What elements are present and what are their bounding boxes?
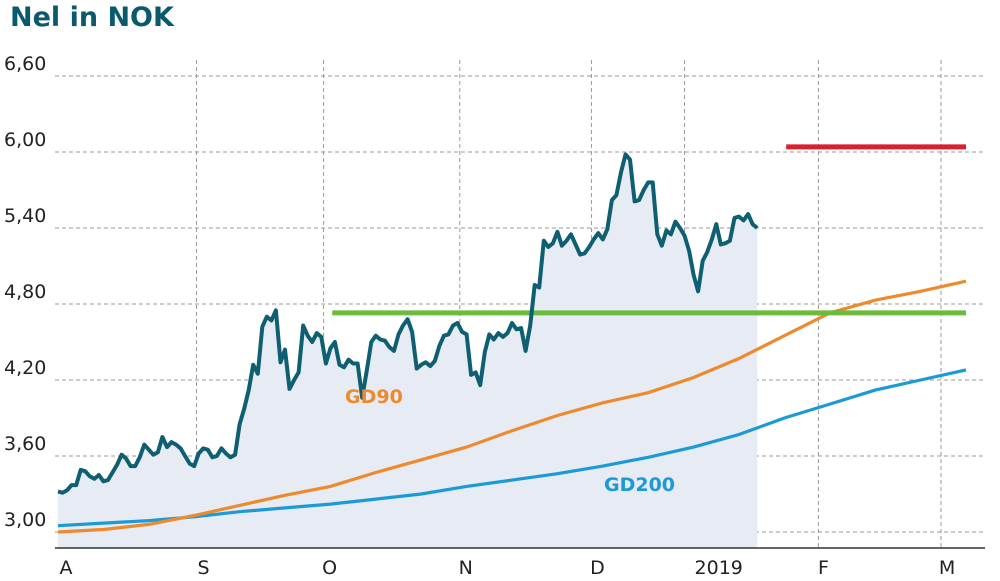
x-tick-label: S	[197, 557, 209, 579]
y-tick-label: 3,60	[4, 433, 46, 455]
x-tick-label: O	[322, 557, 337, 579]
x-tick-label: M	[939, 557, 955, 579]
series-label-gd90: GD90	[345, 386, 403, 408]
y-tick-label: 5,40	[4, 205, 46, 227]
series-label-gd200: GD200	[604, 474, 675, 496]
y-tick-label: 6,00	[4, 129, 46, 151]
series-line-gd90	[57, 279, 967, 534]
series-line-price	[57, 152, 759, 495]
x-tick-label: D	[590, 557, 605, 579]
y-tick-label: 6,60	[4, 53, 46, 75]
chart-title: Nel in NOK	[10, 2, 174, 33]
series-line-gd200	[57, 368, 967, 528]
y-tick-label: 4,20	[4, 357, 46, 379]
x-axis-ticks: A S O N D 2019 F M	[60, 557, 956, 579]
x-tick-label: N	[459, 557, 473, 579]
x-tick-label: 2019	[695, 557, 743, 579]
price-area-fill	[58, 154, 758, 548]
x-tick-label: F	[818, 557, 829, 579]
x-tick-label: A	[60, 557, 73, 579]
y-axis-ticks: 3,00 3,60 4,20 4,80 5,40 6,00 6,60	[4, 53, 46, 531]
y-tick-label: 3,00	[4, 509, 46, 531]
y-tick-label: 4,80	[4, 281, 46, 303]
